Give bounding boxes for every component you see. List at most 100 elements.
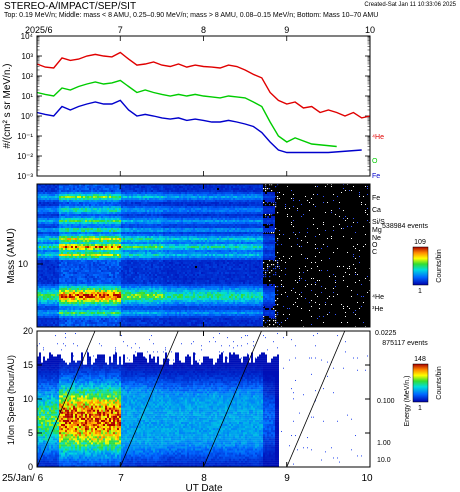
mass-bin (39, 254, 41, 256)
mass-bin (93, 274, 95, 276)
mass-bin (71, 270, 73, 272)
mass-bin (145, 248, 147, 250)
mass-bin (167, 308, 169, 310)
mass-bin (169, 302, 171, 304)
mass-bin (43, 250, 45, 252)
mass-bin (67, 246, 69, 248)
mass-bin (163, 260, 165, 262)
mass-bin (113, 322, 115, 324)
mass-bin (99, 210, 101, 212)
mass-bin (137, 212, 139, 214)
mass-bin (59, 258, 61, 260)
mass-bin (39, 280, 41, 282)
mass-bin (157, 322, 159, 324)
mass-bin (39, 204, 41, 206)
mass-bin (73, 274, 75, 276)
mass-bin (145, 318, 147, 320)
mass-bin (85, 300, 87, 302)
mass-bin (103, 322, 105, 324)
mass-bin (39, 232, 41, 234)
mass-bin (65, 196, 67, 198)
mass-bin (101, 208, 103, 210)
mass-bin (71, 308, 73, 310)
mass-bin (83, 272, 85, 274)
mass-bin (121, 192, 123, 194)
mass-bin (133, 270, 135, 272)
mass-bin (81, 222, 83, 224)
mass-bin (111, 194, 113, 196)
mass-bin (147, 306, 149, 308)
mass-bin (91, 312, 93, 314)
mass-bin (127, 260, 129, 262)
mass-bin (149, 306, 151, 308)
mass-bin (95, 204, 97, 206)
mass-bin (61, 212, 63, 214)
mass-bin (129, 314, 131, 316)
mass-bin (151, 296, 153, 298)
mass-bin (155, 278, 157, 280)
mass-bin (127, 324, 129, 326)
mass-bin (109, 246, 111, 248)
mass-bin (145, 258, 147, 260)
mass-bin (131, 264, 133, 266)
mass-bin (93, 268, 95, 270)
mass-bin (117, 282, 119, 284)
mass-bin (79, 322, 81, 324)
mass-bin (41, 264, 43, 266)
mass-bin (71, 198, 73, 200)
mass-bin (109, 244, 111, 246)
mass-bin (91, 272, 93, 274)
mass-bin (75, 186, 77, 188)
mass-bin (155, 286, 157, 288)
mass-bin (109, 192, 111, 194)
mass-bin (59, 228, 61, 230)
mass-bin (107, 280, 109, 282)
mass-bin (65, 186, 67, 188)
mass-bin (99, 294, 101, 296)
mass-bin (51, 198, 53, 200)
mass-bin (61, 300, 63, 302)
mass-bin (85, 196, 87, 198)
mass-bin (89, 224, 91, 226)
mass-bin (151, 274, 153, 276)
mass-bin (165, 224, 167, 226)
mass-bin (55, 206, 57, 208)
mass-bin (85, 184, 87, 186)
mass-bin (147, 256, 149, 258)
mass-bin (111, 210, 113, 212)
mass-bin (55, 204, 57, 206)
mass-bin (147, 262, 149, 264)
mass-bin (111, 300, 113, 302)
mass-bin (153, 256, 155, 258)
mass-bin (145, 268, 147, 270)
mass-bin (141, 194, 143, 196)
mass-bin (107, 254, 109, 256)
mass-bin (75, 192, 77, 194)
mass-bin (37, 258, 39, 260)
mass-bin (165, 296, 167, 298)
mass-bin (81, 248, 83, 250)
mass-bin (101, 198, 103, 200)
mass-bin (39, 260, 41, 262)
mass-bin (61, 258, 63, 260)
mass-bin (53, 202, 55, 204)
mass-bin (41, 226, 43, 228)
mass-bin (153, 276, 155, 278)
mass-bin (59, 242, 61, 244)
mass-bin (45, 236, 47, 238)
mass-bin (117, 288, 119, 290)
mass-bin (57, 302, 59, 304)
mass-bin (57, 204, 59, 206)
mass-bin (141, 242, 143, 244)
mass-bin (157, 250, 159, 252)
mass-heatmap (37, 184, 370, 327)
mass-bin (51, 196, 53, 198)
mass-bin (49, 184, 51, 186)
mass-bin (165, 222, 167, 224)
mass-bin (155, 222, 157, 224)
mass-bin (129, 192, 131, 194)
mass-bin (101, 298, 103, 300)
mass-bin (117, 306, 119, 308)
mass-bin (95, 300, 97, 302)
mass-bin (81, 290, 83, 292)
